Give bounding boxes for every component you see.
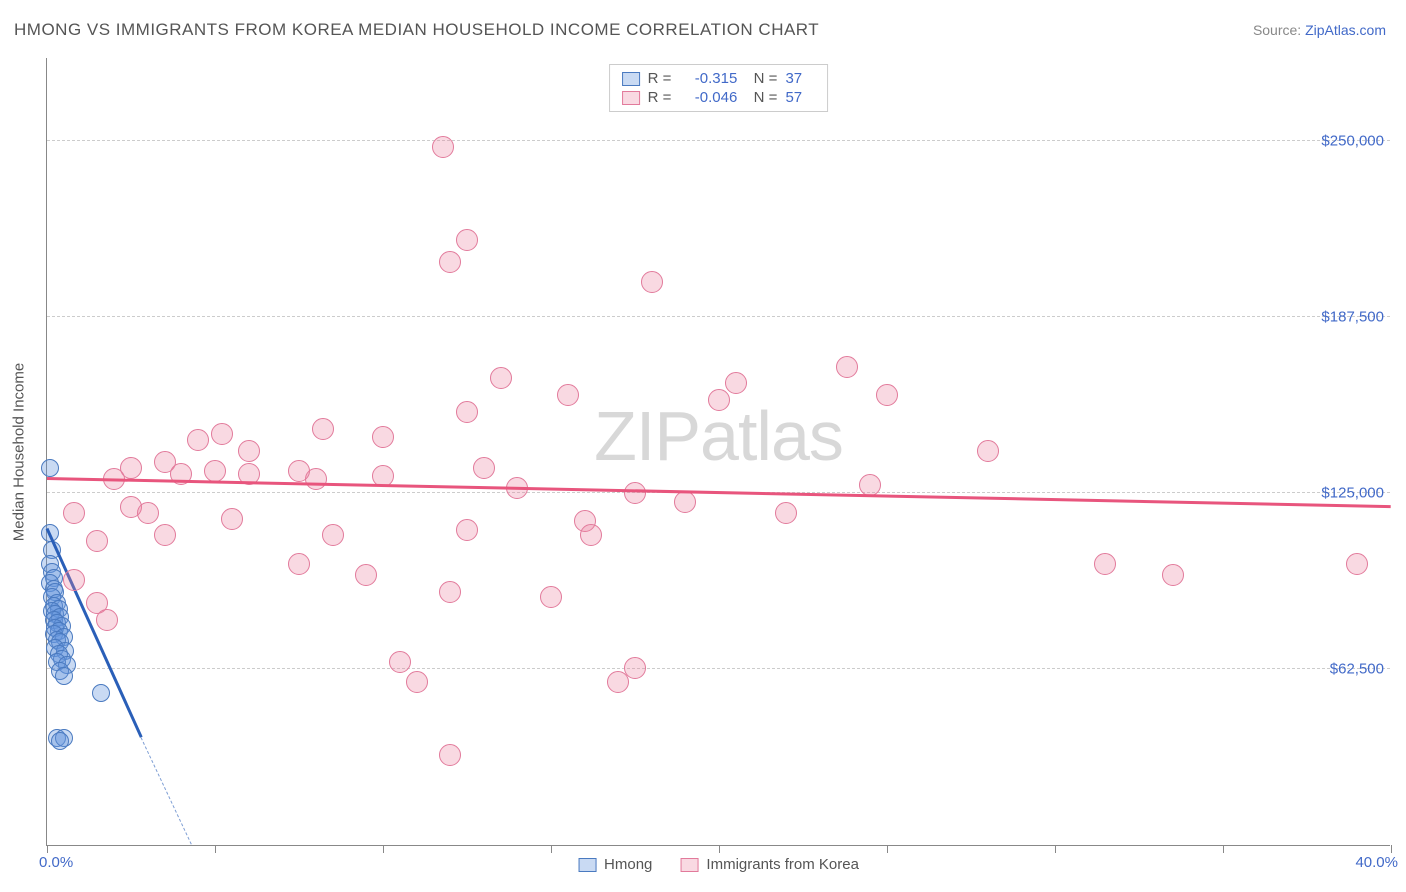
data-point (238, 440, 260, 462)
data-point (372, 426, 394, 448)
data-point (1094, 553, 1116, 575)
data-point (204, 460, 226, 482)
source-link[interactable]: ZipAtlas.com (1305, 22, 1386, 38)
swatch-hmong (578, 858, 596, 872)
data-point (432, 136, 454, 158)
data-point (221, 508, 243, 530)
series-legend: Hmong Immigrants from Korea (578, 856, 859, 873)
swatch-hmong (622, 72, 640, 86)
r-label: R = (648, 70, 672, 87)
correlation-legend: R = -0.315 N = 37 R = -0.046 N = 57 (609, 64, 829, 112)
data-point (187, 429, 209, 451)
data-point (490, 367, 512, 389)
legend-item-korea: Immigrants from Korea (680, 856, 859, 873)
data-point (859, 474, 881, 496)
x-tick (383, 845, 384, 853)
data-point (624, 482, 646, 504)
data-point (641, 271, 663, 293)
data-point (1162, 564, 1184, 586)
n-value-korea: 57 (785, 89, 815, 106)
data-point (55, 667, 73, 685)
data-point (63, 502, 85, 524)
x-axis-min: 0.0% (39, 854, 73, 871)
data-point (154, 524, 176, 546)
y-tick-label: $125,000 (1321, 485, 1384, 502)
x-tick (47, 845, 48, 853)
data-point (41, 459, 59, 477)
legend-row-hmong: R = -0.315 N = 37 (622, 69, 816, 88)
data-point (389, 651, 411, 673)
data-point (312, 418, 334, 440)
x-tick (551, 845, 552, 853)
chart-title: HMONG VS IMMIGRANTS FROM KOREA MEDIAN HO… (14, 20, 819, 40)
chart-plot-area: Median Household Income ZIPatlas R = -0.… (46, 58, 1390, 846)
gridline (47, 140, 1390, 141)
data-point (211, 423, 233, 445)
chart-container: HMONG VS IMMIGRANTS FROM KOREA MEDIAN HO… (0, 0, 1406, 892)
data-point (51, 732, 69, 750)
legend-label-korea: Immigrants from Korea (706, 856, 859, 873)
source-label: Source: (1253, 22, 1301, 38)
data-point (456, 519, 478, 541)
data-point (92, 684, 110, 702)
data-point (96, 609, 118, 631)
data-point (540, 586, 562, 608)
data-point (725, 372, 747, 394)
data-point (355, 564, 377, 586)
data-point (137, 502, 159, 524)
swatch-korea (622, 91, 640, 105)
data-point (63, 569, 85, 591)
legend-label-hmong: Hmong (604, 856, 652, 873)
data-point (708, 389, 730, 411)
data-point (836, 356, 858, 378)
data-point (607, 671, 629, 693)
trendline-extrapolation (141, 737, 192, 844)
data-point (439, 581, 461, 603)
y-axis-label: Median Household Income (11, 362, 28, 540)
data-point (439, 251, 461, 273)
watermark-zip: ZIP (594, 397, 700, 475)
data-point (876, 384, 898, 406)
data-point (580, 524, 602, 546)
data-point (288, 460, 310, 482)
data-point (977, 440, 999, 462)
x-axis-max: 40.0% (1355, 854, 1398, 871)
gridline (47, 668, 1390, 669)
data-point (322, 524, 344, 546)
legend-item-hmong: Hmong (578, 856, 652, 873)
r-value-korea: -0.046 (679, 89, 737, 106)
data-point (456, 401, 478, 423)
legend-row-korea: R = -0.046 N = 57 (622, 88, 816, 107)
header: HMONG VS IMMIGRANTS FROM KOREA MEDIAN HO… (14, 20, 1386, 40)
x-tick (887, 845, 888, 853)
x-tick (1055, 845, 1056, 853)
y-tick-label: $62,500 (1330, 661, 1384, 678)
n-label: N = (745, 70, 777, 87)
data-point (1346, 553, 1368, 575)
data-point (674, 491, 696, 513)
x-tick (719, 845, 720, 853)
n-value-hmong: 37 (785, 70, 815, 87)
x-tick (215, 845, 216, 853)
data-point (456, 229, 478, 251)
source-attribution: Source: ZipAtlas.com (1253, 22, 1386, 38)
n-label: N = (745, 89, 777, 106)
r-value-hmong: -0.315 (679, 70, 737, 87)
swatch-korea (680, 858, 698, 872)
data-point (288, 553, 310, 575)
r-label: R = (648, 89, 672, 106)
gridline (47, 316, 1390, 317)
y-tick-label: $187,500 (1321, 309, 1384, 326)
data-point (473, 457, 495, 479)
data-point (406, 671, 428, 693)
data-point (439, 744, 461, 766)
y-tick-label: $250,000 (1321, 133, 1384, 150)
x-tick (1223, 845, 1224, 853)
data-point (775, 502, 797, 524)
data-point (86, 530, 108, 552)
x-tick (1391, 845, 1392, 853)
data-point (557, 384, 579, 406)
